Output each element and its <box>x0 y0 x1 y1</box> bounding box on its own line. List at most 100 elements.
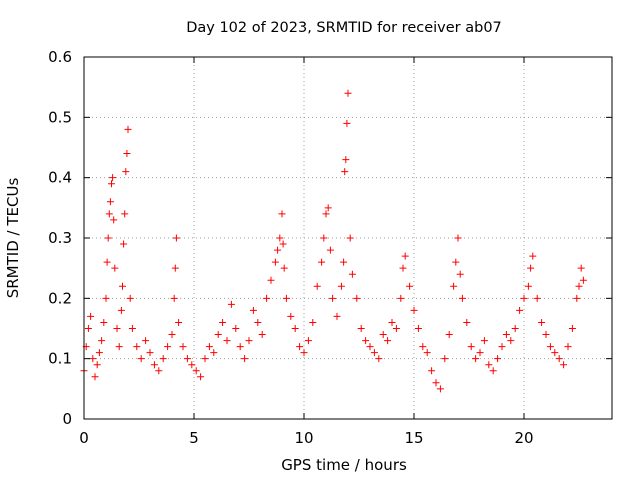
data-point <box>117 306 125 314</box>
data-point <box>546 343 554 351</box>
data-point <box>263 294 271 302</box>
data-point <box>564 343 572 351</box>
data-point <box>375 355 383 363</box>
data-point <box>175 318 183 326</box>
data-point <box>245 337 253 345</box>
data-point <box>341 168 349 176</box>
data-point <box>296 343 304 351</box>
data-point <box>258 331 266 339</box>
data-point <box>320 234 328 242</box>
data-point <box>324 204 332 212</box>
x-axis-title: GPS time / hours <box>281 456 407 474</box>
data-point <box>346 234 354 242</box>
data-point <box>121 210 129 218</box>
data-point <box>476 349 484 357</box>
data-point <box>93 361 101 369</box>
y-axis-title: SRMTID / TECUs <box>4 178 22 299</box>
data-point <box>111 264 119 272</box>
data-point <box>236 343 244 351</box>
data-point <box>137 355 145 363</box>
data-point <box>170 294 178 302</box>
data-point <box>159 355 167 363</box>
data-point <box>450 282 458 290</box>
data-point <box>120 240 128 248</box>
data-point <box>98 337 106 345</box>
data-point <box>357 325 365 332</box>
data-point <box>366 343 374 351</box>
data-point <box>432 379 440 387</box>
data-point <box>113 325 121 332</box>
data-point <box>573 294 581 302</box>
data-point <box>155 367 163 375</box>
data-point <box>249 306 257 314</box>
data-point <box>485 361 493 369</box>
data-point <box>108 180 115 188</box>
data-point <box>172 234 180 242</box>
data-point <box>538 318 546 326</box>
data-point <box>344 89 352 97</box>
data-point <box>419 343 427 351</box>
data-point <box>119 282 126 290</box>
data-point <box>414 325 422 332</box>
data-point <box>105 210 113 218</box>
y-tick-label: 0.3 <box>48 229 72 247</box>
x-tick-label: 5 <box>189 429 199 447</box>
data-point <box>271 258 279 266</box>
data-point <box>274 246 282 254</box>
data-point <box>279 240 287 248</box>
data-point <box>533 294 541 302</box>
data-point <box>124 125 132 133</box>
data-point <box>128 325 136 332</box>
data-point <box>142 337 150 345</box>
data-point <box>329 294 337 302</box>
data-point <box>103 258 111 266</box>
data-point <box>577 264 585 272</box>
data-point <box>456 270 464 278</box>
data-point <box>183 355 191 363</box>
data-point <box>115 343 123 351</box>
data-point <box>326 246 334 254</box>
data-point <box>241 355 249 363</box>
data-point <box>441 355 449 363</box>
data-point <box>300 349 308 357</box>
data-point <box>401 252 409 260</box>
data-point <box>511 325 519 332</box>
data-point <box>133 343 141 351</box>
data-point <box>267 276 275 284</box>
data-point <box>502 331 510 339</box>
y-tick-label: 0 <box>62 410 72 428</box>
data-point <box>168 331 176 339</box>
data-point <box>164 343 172 351</box>
data-point <box>516 306 524 314</box>
data-point <box>454 234 462 242</box>
data-point <box>362 337 370 345</box>
data-point <box>472 355 480 363</box>
data-point <box>91 373 99 381</box>
data-point <box>309 318 317 326</box>
x-tick-label: 15 <box>404 429 423 447</box>
chart-title: Day 102 of 2023, SRMTID for receiver ab0… <box>186 20 502 36</box>
y-tick-label: 0.4 <box>48 169 72 187</box>
data-point <box>579 276 587 284</box>
data-point <box>87 312 95 320</box>
data-point <box>467 343 475 351</box>
data-point <box>399 264 407 272</box>
data-point <box>280 264 288 272</box>
data-point <box>205 343 213 351</box>
data-point <box>227 300 235 308</box>
data-point <box>340 258 348 266</box>
data-point <box>384 337 392 345</box>
data-point <box>458 294 466 302</box>
data-point <box>551 349 559 357</box>
data-point <box>188 361 196 369</box>
data-point <box>463 318 471 326</box>
data-point <box>192 367 200 375</box>
y-tick-label: 0.5 <box>48 108 72 126</box>
data-point <box>388 318 396 326</box>
data-point <box>313 282 321 290</box>
data-point <box>436 385 444 393</box>
data-point <box>406 282 414 290</box>
data-point <box>568 325 576 332</box>
data-point <box>397 294 405 302</box>
data-point <box>322 210 330 218</box>
